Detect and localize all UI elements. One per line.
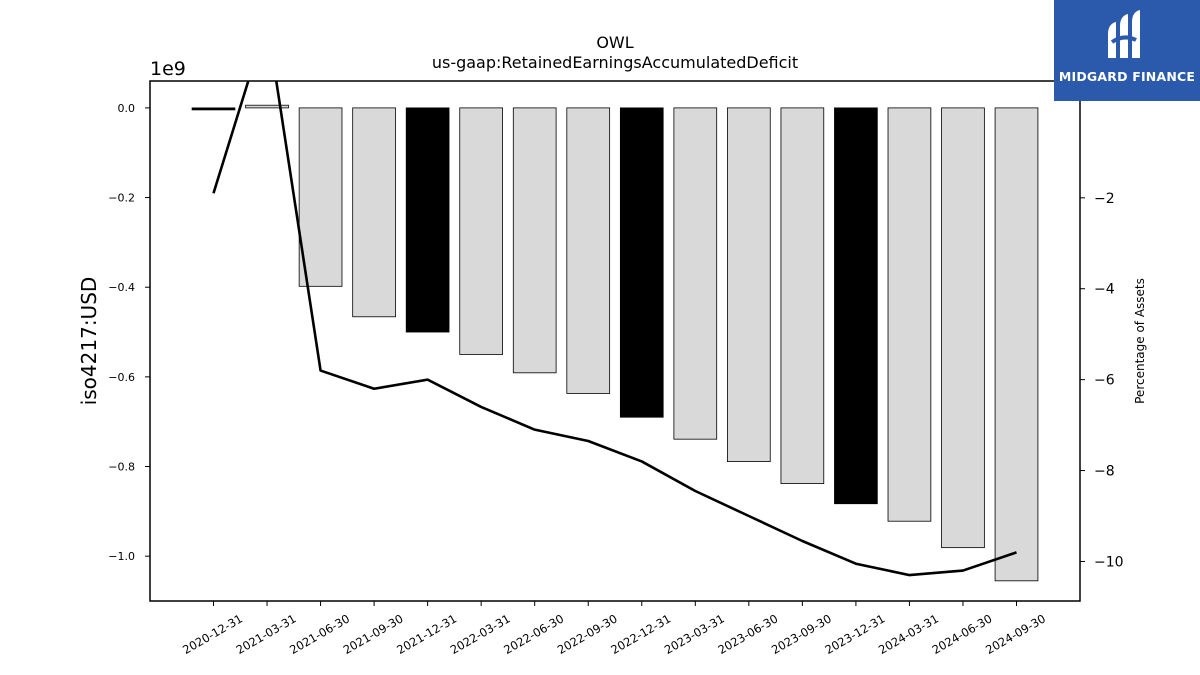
y-tick-label: −0.2 (108, 192, 135, 205)
chart-subtitle: us-gaap:RetainedEarningsAccumulatedDefic… (432, 53, 798, 72)
x-tick-label: 2023-09-30 (769, 611, 834, 657)
bar (673, 107, 718, 440)
y-axis-label: iso4217:USD (77, 277, 101, 406)
brand-name: MIDGARD FINANCE (1058, 69, 1196, 84)
x-tick-label: 2021-03-31 (234, 611, 299, 657)
x-tick-label: 2023-06-30 (715, 611, 780, 657)
bar (298, 107, 343, 287)
y2-axis-label: Percentage of Assets (1133, 278, 1147, 404)
x-tick-label: 2024-03-31 (876, 611, 941, 657)
bar (566, 107, 611, 394)
y2-tick-label: −8 (1094, 464, 1115, 480)
y2-tick-label: −2 (1094, 191, 1115, 207)
y-axis: 0.0 −0.2 −0.4 −0.6 −0.8 −1.0 (108, 102, 150, 563)
y2-tick-label: −6 (1094, 373, 1115, 389)
series-line (212, 81, 1017, 577)
x-tick-label: 2021-09-30 (341, 611, 406, 657)
bar (834, 107, 878, 505)
y2-axis: −2 −4 −6 −8 −10 (1080, 191, 1124, 570)
y-tick-label: −0.6 (108, 371, 135, 384)
y-tick-label: −0.8 (108, 461, 135, 474)
x-tick-label: 2024-09-30 (983, 611, 1048, 657)
x-tick-label: 2020-12-31 (180, 611, 245, 657)
chart-title: OWL (596, 33, 633, 52)
bar (191, 107, 236, 111)
x-tick-label: 2022-06-30 (501, 611, 566, 657)
bar (245, 104, 289, 109)
y-tick-label: −1.0 (108, 550, 135, 563)
x-tick-label: 2021-06-30 (287, 611, 352, 657)
bar (780, 107, 825, 484)
y2-tick-label: −4 (1094, 282, 1115, 298)
x-tick-label: 2024-06-30 (930, 611, 995, 657)
bar (352, 107, 396, 318)
y-tick-label: −0.4 (108, 281, 135, 294)
x-tick-label: 2022-12-31 (608, 611, 673, 657)
y-tick-label: 0.0 (118, 102, 136, 115)
brand-logo: MIDGARD FINANCE (1054, 0, 1200, 101)
bar (727, 107, 771, 462)
bar (619, 107, 664, 418)
line-layer (212, 81, 1017, 577)
bar (941, 107, 985, 549)
x-tick-label: 2021-12-31 (394, 611, 459, 657)
x-axis: 2020-12-312021-03-312021-06-302021-09-30… (180, 601, 1048, 657)
y-offset-label: 1e9 (150, 58, 186, 80)
bars-layer (191, 104, 1039, 582)
y2-tick-label: −10 (1094, 554, 1124, 570)
plot-frame (149, 80, 1081, 602)
bar (994, 107, 1039, 582)
midgard-logo-icon (1108, 10, 1140, 58)
bar (459, 107, 503, 355)
bar (887, 107, 932, 522)
bar (512, 107, 557, 374)
x-tick-label: 2022-03-31 (448, 611, 513, 657)
x-tick-label: 2023-12-31 (823, 611, 888, 657)
x-tick-label: 2023-03-31 (662, 611, 727, 657)
x-tick-label: 2022-09-30 (555, 611, 620, 657)
bar (405, 107, 450, 333)
